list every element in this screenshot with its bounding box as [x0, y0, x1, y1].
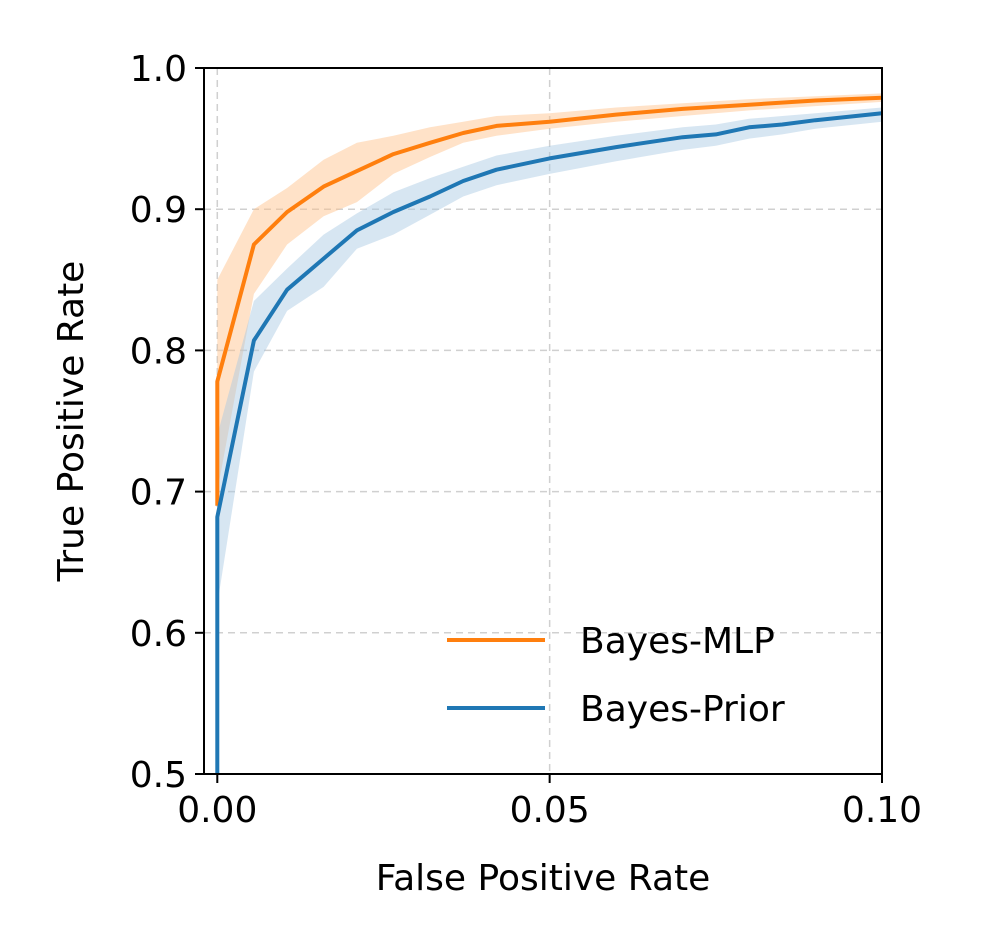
x-axis-title: False Positive Rate [376, 858, 711, 899]
x-tick-label-0: 0.00 [177, 790, 257, 831]
y-axis-title: True Positive Rate [51, 261, 92, 583]
legend-label-bayes-prior: Bayes-Prior [580, 689, 785, 730]
y-tick-label-4: 0.9 [130, 190, 187, 231]
axes-frame [203, 67, 883, 775]
line-bayes-prior [215, 111, 883, 774]
legend-label-bayes-mlp: Bayes-MLP [580, 621, 775, 662]
series-lines [215, 95, 883, 774]
legend: Bayes-MLP Bayes-Prior [447, 621, 785, 730]
y-tick-label-1: 0.6 [130, 614, 187, 655]
plot-frame [203, 67, 883, 775]
ticks: 0.00 0.05 0.10 0.5 0.6 0.7 0.8 0.9 1.0 [130, 49, 922, 831]
y-tick-label-0: 0.5 [130, 755, 187, 796]
y-tick-label-2: 0.7 [130, 473, 187, 514]
line-bayes-mlp [215, 95, 883, 506]
y-tick-label-5: 1.0 [130, 49, 187, 90]
x-tick-label-2: 0.10 [842, 790, 922, 831]
x-tick-label-1: 0.05 [510, 790, 590, 831]
y-tick-label-3: 0.8 [130, 331, 187, 372]
